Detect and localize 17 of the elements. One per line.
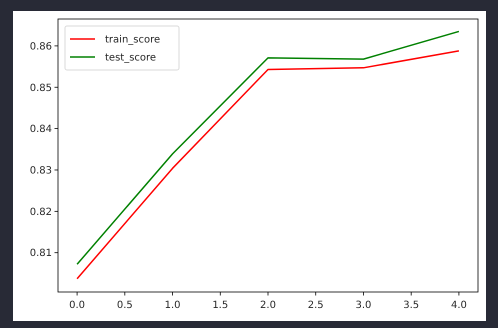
x-tick-label: 0.0 [69, 300, 86, 311]
x-tick-label: 1.0 [164, 300, 180, 311]
legend-label: train_score [105, 34, 160, 46]
x-tick-label: 0.5 [116, 300, 133, 311]
x-tick-label: 2.5 [308, 300, 324, 311]
y-tick-label: 0.82 [30, 206, 52, 218]
y-tick-label: 0.83 [30, 165, 52, 176]
x-tick-label: 2.0 [260, 300, 276, 311]
x-tick-label: 3.0 [356, 300, 372, 311]
x-tick-label: 4.0 [450, 300, 467, 311]
x-tick-label: 1.5 [212, 300, 228, 311]
y-tick-label: 0.86 [30, 41, 52, 52]
legend-label: test_score [105, 52, 156, 64]
y-tick-label: 0.85 [30, 82, 52, 94]
y-tick-label: 0.81 [30, 248, 52, 260]
y-tick-label: 0.84 [30, 124, 52, 136]
x-tick-label: 3.5 [403, 300, 420, 311]
